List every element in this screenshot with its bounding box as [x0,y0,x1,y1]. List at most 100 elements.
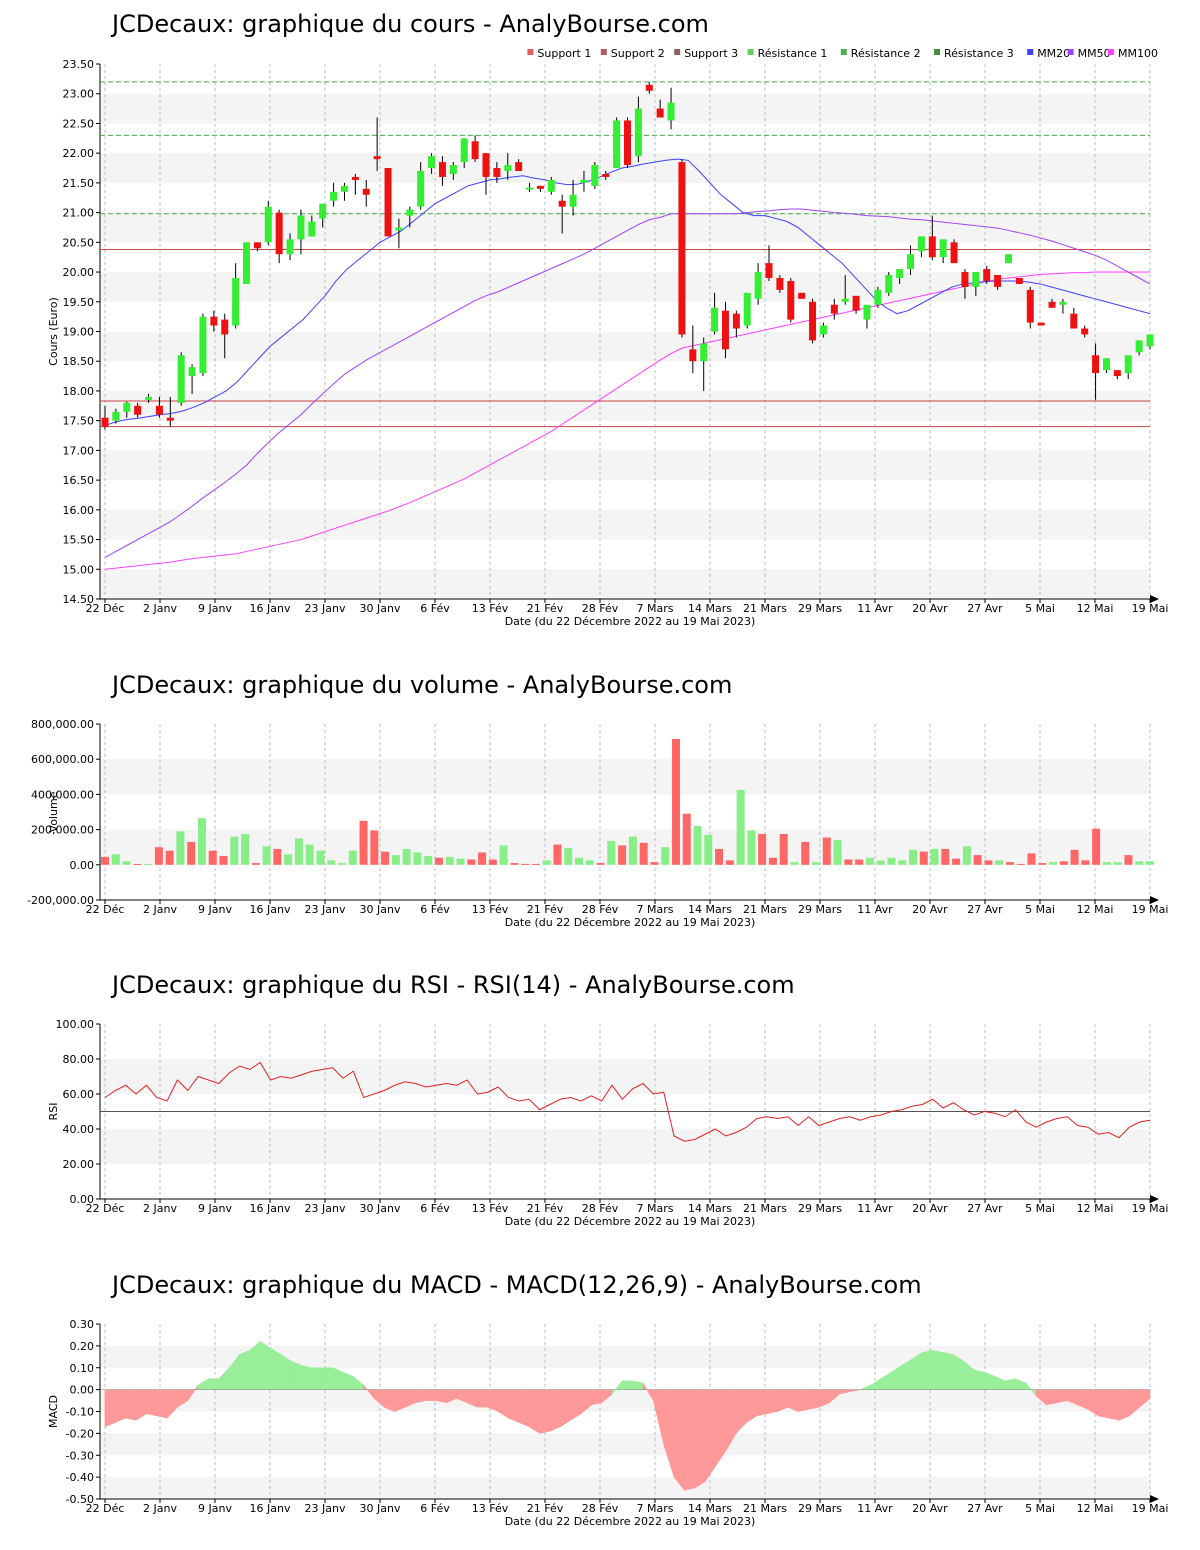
volume-bar [553,844,562,865]
volume-bar [693,826,702,865]
x-tick-label: 5 Mai [1025,1202,1055,1215]
y-tick-label: 200,000.00 [31,824,94,837]
volume-bar [284,854,293,865]
macd-area-segment [891,1365,902,1390]
candle-body [928,236,936,258]
grid-band [100,450,1150,481]
candle-body [863,304,871,320]
x-tick-label: 13 Fév [472,602,509,615]
x-tick-label: 11 Avr [857,1502,893,1515]
macd-area-segment [694,1389,706,1489]
candle-body [1037,322,1045,326]
x-tick-label: 6 Fév [420,602,450,615]
volume-bar [413,852,422,865]
grid-band [100,390,1150,421]
volume-bar [144,863,153,865]
x-tick-label: 28 Fév [582,1202,619,1215]
candle-body [362,188,370,195]
macd-area-segment [570,1389,582,1421]
y-tick-label: 15.50 [63,534,95,547]
x-tick-label: 21 Mars [743,1202,787,1215]
candle-body [721,310,729,350]
x-tick-label: 21 Mars [743,1502,787,1515]
x-tick-label: 7 Mars [637,602,674,615]
volume-bar [1038,863,1047,865]
x-tick-label: 22 Déc [86,602,125,615]
x-tick-label: 23 Janv [305,602,346,615]
candle-body [776,278,784,290]
x-tick-label: 28 Fév [582,602,619,615]
macd-area-segment [994,1376,1006,1390]
macd-area-segment [497,1389,509,1419]
candle-body [1004,254,1012,264]
x-tick-label: 2 Janv [143,903,177,916]
volume-bar [715,848,724,865]
x-tick-label: 22 Déc [86,903,125,916]
macd-area-segment [301,1365,313,1390]
macd-area-segment [518,1389,530,1428]
volume-bar [585,860,594,865]
candle-body [896,269,904,278]
x-tick-label: 16 Janv [250,602,291,615]
x-tick-label: 28 Fév [582,903,619,916]
y-tick-label: 19.50 [63,296,95,309]
x-tick-label: 29 Mars [798,602,842,615]
x-tick-label: 29 Mars [798,1502,842,1515]
x-tick-label: 27 Avr [967,1202,1003,1215]
volume-bar [984,860,993,865]
y-tick-label: 0.30 [70,1318,95,1331]
macd-area-segment [104,1389,116,1428]
volume-bar [338,863,347,865]
volume-bar [607,841,616,865]
y-tick-label: 20.50 [63,236,95,249]
y-tick-label: 0.10 [70,1362,95,1375]
macd-area-segment [1118,1389,1130,1421]
macd-area-segment [911,1351,923,1390]
macd-chart: 0.30 0.20 0.10 0.00 -0.10 -0.20 -0.30 -0.40 -0.5… [47,1318,1168,1528]
y-tick-label: 22.50 [63,117,95,130]
macd-area-segment [1056,1389,1068,1404]
candle-body [221,319,229,335]
volume-bar [962,846,971,865]
volume-bar [122,861,131,865]
volume-bar [952,858,961,865]
x-tick-label: 29 Mars [798,1202,842,1215]
x-tick-label: 16 Janv [250,903,291,916]
legend-swatch [747,49,754,55]
volume-bar [542,860,551,865]
x-tick-label: 27 Avr [967,1502,1003,1515]
candle-body [754,272,762,299]
candle-body [1113,370,1121,377]
volume-bar [898,860,907,865]
volume-bar [1005,862,1014,865]
x-tick-label: 12 Mai [1077,1202,1114,1215]
x-tick-label: 21 Mars [743,903,787,916]
y-tick-label: 16.50 [63,474,95,487]
legend-item: MM20 [1037,47,1070,60]
grid-band [100,1433,1150,1456]
macd-area-segment [528,1389,540,1434]
candle-body [732,313,740,329]
candle-body [297,215,305,240]
volume-bar [445,856,454,865]
macd-area-segment [549,1389,561,1432]
volume-bar [575,857,584,865]
volume-bar [736,790,745,865]
volume-bar [628,836,637,865]
volume-bar [208,850,217,865]
macd-area-segment [880,1371,892,1390]
volume-bar [456,858,465,865]
candle-body [939,239,947,258]
grid-band [100,759,1150,795]
candle-body [819,325,827,335]
y-tick-label: 20.00 [63,1158,95,1171]
y-axis-label: Volume [47,791,60,832]
x-tick-label: 6 Fév [420,903,450,916]
macd-area-segment [922,1349,934,1390]
volume-bar [1146,861,1154,865]
macd-area-segment [684,1389,696,1491]
candle-body [351,176,359,180]
volume-bar [876,860,885,865]
candle-body [634,108,642,157]
